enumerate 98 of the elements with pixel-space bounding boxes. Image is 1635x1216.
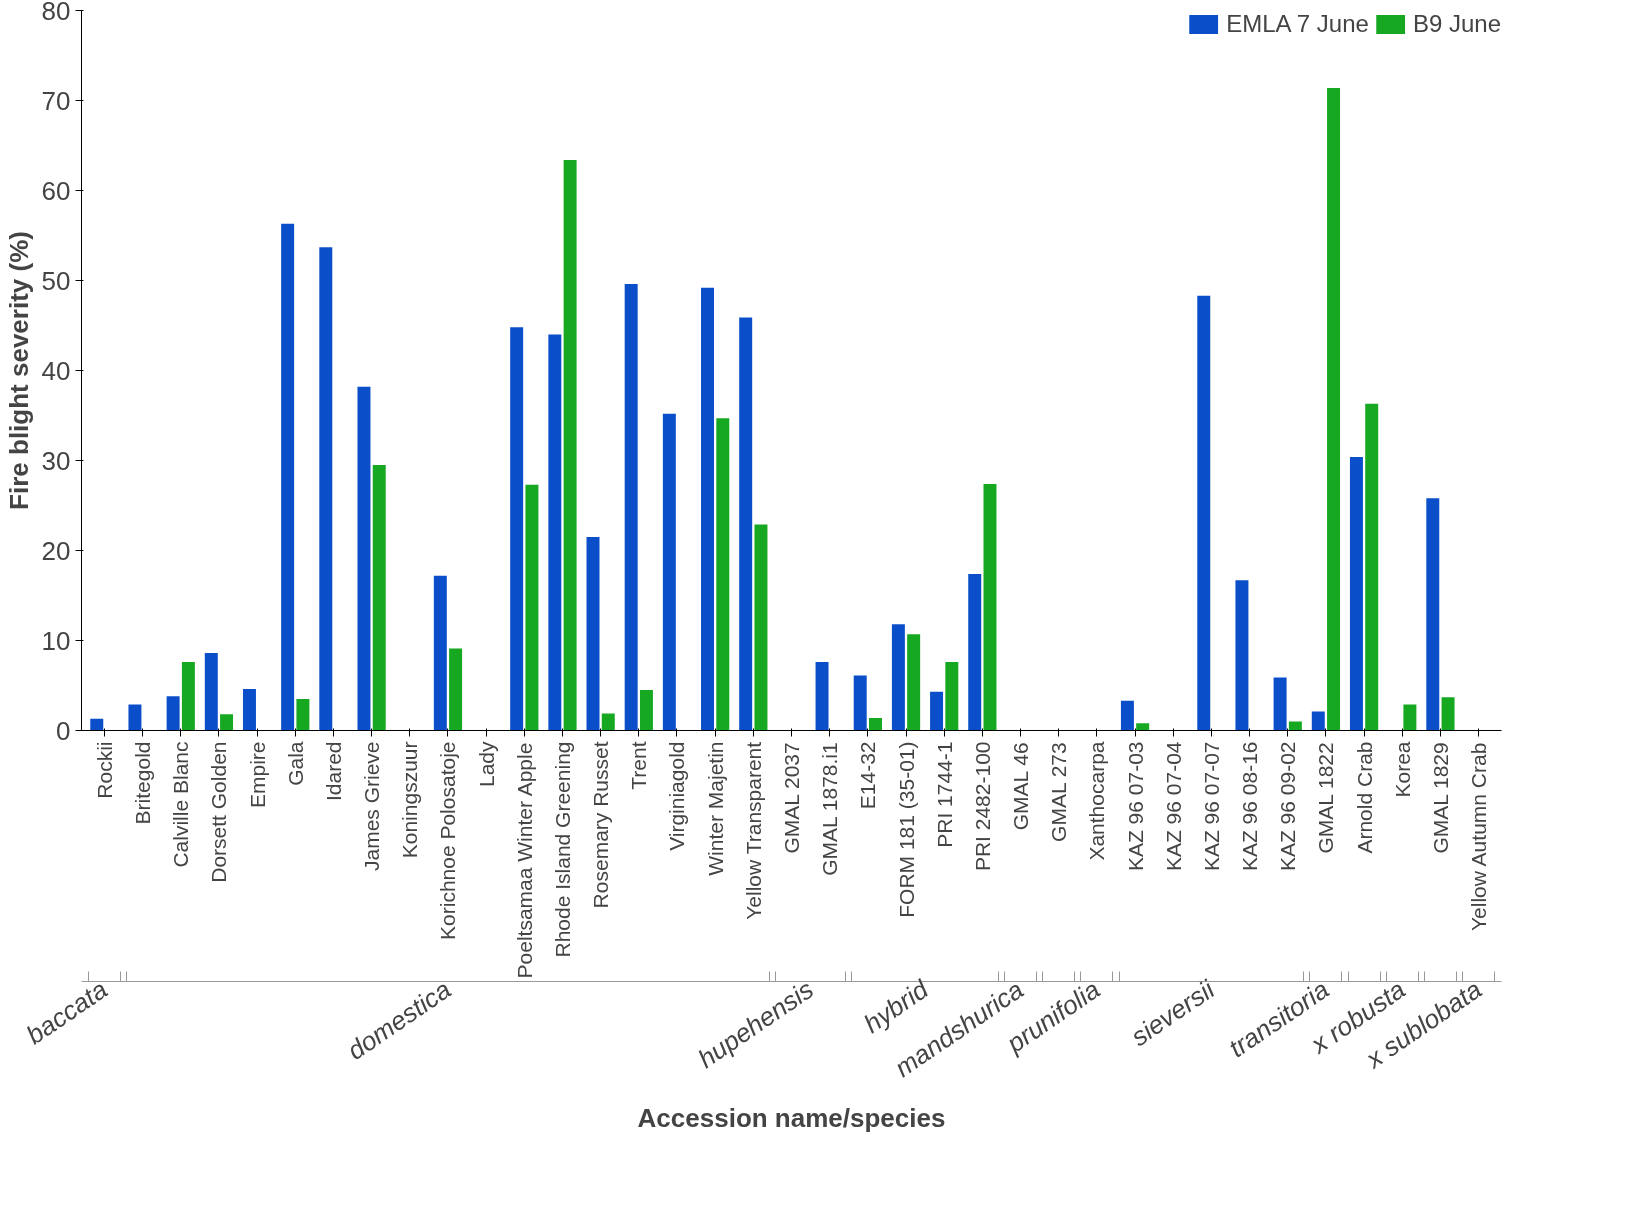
bar (1311, 711, 1325, 731)
x-tick-label: KAZ 96 08-16 (1238, 741, 1262, 872)
x-tick-label: Korea (1390, 741, 1414, 798)
x-tick-label: PRI 1744-1 (932, 741, 956, 848)
bar (449, 648, 463, 731)
x-tick-label: Calville Blanc (169, 741, 193, 868)
bar (1403, 704, 1417, 731)
bar (930, 691, 944, 731)
x-tick-label: Winter Majetin (703, 741, 727, 876)
bar (433, 575, 447, 731)
bar (907, 634, 921, 731)
bar (563, 159, 577, 731)
bar (586, 537, 600, 731)
x-tick-label: Idared (321, 741, 345, 802)
bar (1120, 700, 1134, 731)
legend-label: EMLA 7 June (1226, 10, 1369, 38)
bar (853, 675, 867, 731)
bar (1136, 723, 1150, 731)
bar (1327, 87, 1341, 731)
bar (128, 704, 142, 731)
bar (983, 483, 997, 731)
bar (242, 689, 256, 731)
x-tick-label: KAZ 96 07-03 (1123, 741, 1147, 872)
x-tick-label: GMAL 46 (1009, 742, 1033, 831)
x-tick-label: PRI 2482-100 (970, 741, 994, 872)
y-tick-label: 20 (41, 535, 71, 566)
x-tick-label: Virginiagold (665, 741, 689, 851)
x-tick-label: Britegold (131, 741, 155, 825)
x-tick-label: Lady (474, 741, 498, 788)
bar (1426, 498, 1440, 731)
x-tick-label: KAZ 96 09-02 (1276, 741, 1300, 872)
x-tick-label: KAZ 96 07-07 (1199, 741, 1223, 872)
x-tick-label: Empire (245, 741, 269, 809)
bar (945, 662, 959, 731)
bar (1197, 295, 1211, 731)
bar (639, 690, 653, 731)
bar (525, 484, 539, 731)
bar (968, 573, 982, 731)
bar (204, 653, 218, 731)
x-tick-label: E14-32 (856, 741, 880, 810)
bar (166, 696, 180, 731)
x-tick-label: James Grieve (360, 741, 384, 872)
x-tick-label: Arnold Crab (1352, 741, 1376, 854)
x-tick-label: KAZ 96 07-04 (1161, 741, 1185, 872)
y-tick-label: 80 (41, 0, 71, 26)
x-tick-label: Koningszuur (398, 741, 422, 859)
y-tick-label: 40 (41, 355, 71, 386)
bar (281, 223, 295, 731)
legend-label: B9 June (1412, 10, 1501, 38)
bar (357, 386, 371, 731)
x-tick-label: Yellow Transparent (741, 741, 765, 920)
bar (868, 717, 882, 731)
y-tick-label: 50 (41, 265, 71, 296)
x-tick-label: GMAL 1822 (1314, 742, 1338, 854)
bar (296, 699, 310, 731)
bar (739, 317, 753, 731)
x-tick-label: Rosemary Russet (589, 741, 613, 909)
x-tick-label: Poeltsamaa Winter Apple (512, 742, 536, 979)
bar (891, 624, 905, 731)
y-tick-label: 30 (41, 445, 71, 476)
bar (1273, 677, 1287, 731)
x-tick-label: Rhode Island Greening (550, 741, 574, 958)
y-tick-label: 70 (41, 85, 71, 116)
bar (90, 718, 104, 731)
x-tick-label: Gala (283, 741, 307, 786)
bar (701, 287, 715, 731)
x-tick-label: Rockii (92, 741, 116, 799)
bar (548, 334, 562, 731)
x-tick-label: Xanthocarpa (1085, 741, 1109, 861)
x-tick-label: Yellow Autumn Crab (1467, 742, 1491, 931)
bar (662, 413, 676, 731)
y-axis-title: Fire blight severity (%) (3, 231, 34, 510)
bar (319, 247, 333, 731)
x-tick-label: Korichnoe Polosatoje (436, 741, 460, 940)
bar (1441, 697, 1455, 731)
x-tick-label: Dorsett Golden (207, 741, 231, 883)
x-tick-label: FORM 181 (35-01) (894, 741, 918, 918)
bar (181, 662, 195, 731)
x-axis-title: Accession name/species (637, 1103, 946, 1134)
x-tick-label: GMAL 273 (1047, 742, 1071, 842)
bar (1235, 580, 1249, 731)
bar (372, 465, 386, 731)
bar (754, 524, 768, 731)
x-tick-label: GMAL 2037 (780, 742, 803, 854)
bar (220, 714, 234, 731)
y-tick-label: 0 (56, 715, 71, 746)
bar (1349, 456, 1363, 731)
bar (815, 662, 829, 731)
y-tick-label: 10 (41, 625, 71, 656)
bar (1365, 403, 1379, 731)
bar (716, 418, 730, 731)
y-tick-label: 60 (41, 175, 71, 206)
bar (601, 713, 615, 731)
x-tick-label: GMAL 1829 (1428, 742, 1452, 854)
x-tick-label: Trent (627, 741, 651, 790)
x-tick-label: GMAL 1878.i1 (818, 742, 842, 876)
bar (510, 327, 524, 731)
bar (624, 284, 638, 731)
